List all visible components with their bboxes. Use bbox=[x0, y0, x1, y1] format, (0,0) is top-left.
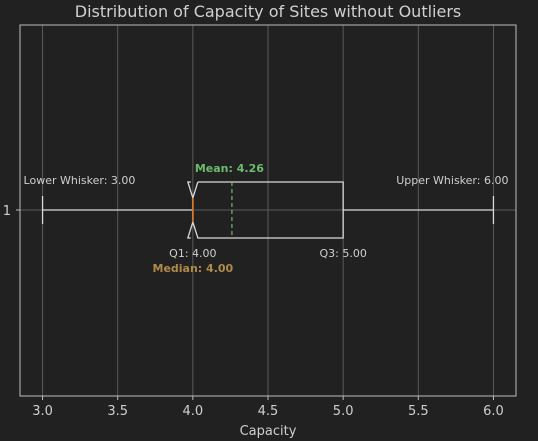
x-axis-ticks: 3.0 3.5 4.0 4.5 5.0 5.5 6.0 bbox=[32, 396, 504, 419]
median-annotation: Median: 4.00 bbox=[153, 262, 234, 275]
x-tick-label: 4.5 bbox=[258, 404, 279, 419]
q3-annotation: Q3: 5.00 bbox=[319, 247, 366, 260]
x-tick-label: 5.0 bbox=[333, 404, 354, 419]
y-axis-ticks: 1 bbox=[3, 204, 20, 219]
y-tick-label: 1 bbox=[3, 204, 11, 219]
iqr-box bbox=[186, 181, 344, 239]
annotations: Lower Whisker: 3.00 Upper Whisker: 6.00 Q1… bbox=[24, 162, 509, 275]
q1-annotation: Q1: 4.00 bbox=[169, 247, 216, 260]
chart-title: Distribution of Capacity of Sites withou… bbox=[75, 2, 461, 21]
mean-annotation: Mean: 4.26 bbox=[195, 162, 264, 175]
x-tick-label: 6.0 bbox=[483, 404, 504, 419]
x-tick-label: 5.5 bbox=[408, 404, 429, 419]
upper-whisker-annotation: Upper Whisker: 6.00 bbox=[396, 174, 508, 187]
x-tick-label: 4.0 bbox=[183, 404, 204, 419]
box-group bbox=[41, 181, 495, 239]
lower-whisker-annotation: Lower Whisker: 3.00 bbox=[24, 174, 136, 187]
x-tick-label: 3.5 bbox=[107, 404, 128, 419]
x-tick-label: 3.0 bbox=[32, 404, 53, 419]
x-axis-label: Capacity bbox=[240, 424, 297, 439]
